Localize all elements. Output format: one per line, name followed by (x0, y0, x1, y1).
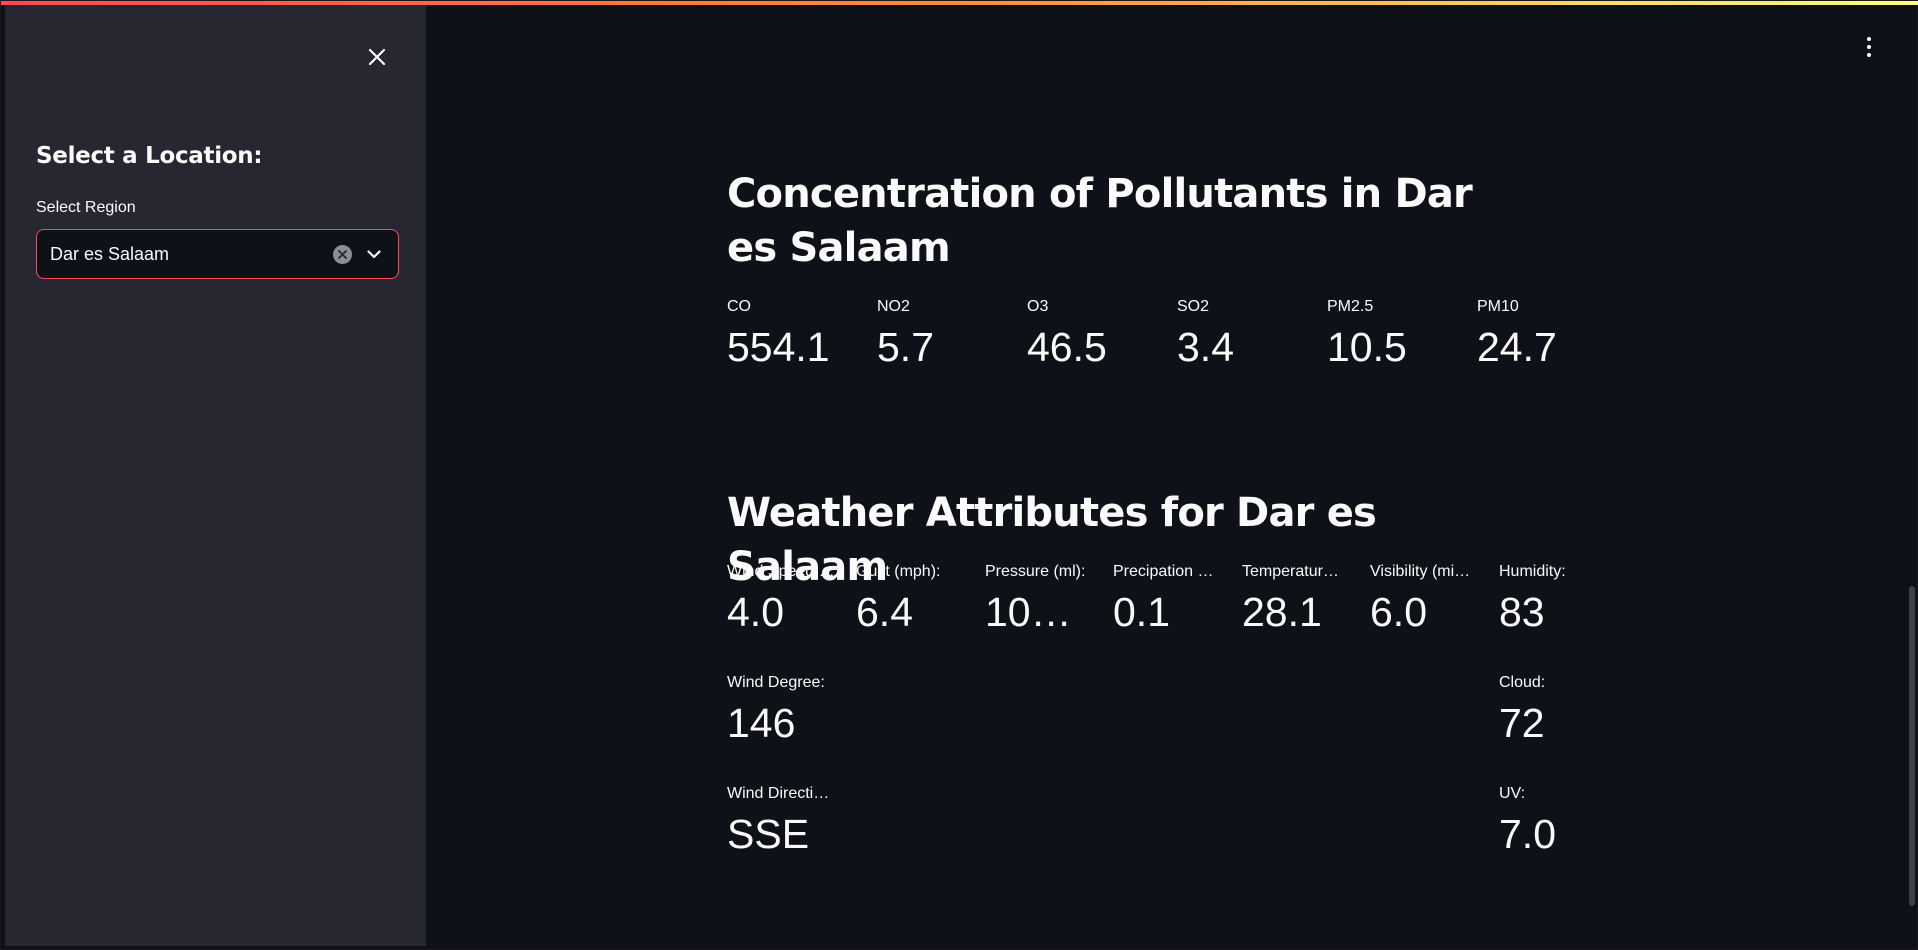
metric-wind-speed: Wind Speed … 4.0 (727, 563, 839, 635)
metric-temperature: Temperatur… 28.1 (1242, 563, 1354, 635)
metric-label: Pressure (ml): (985, 563, 1086, 580)
main-menu-button[interactable] (1859, 31, 1879, 63)
top-decoration-bar (1, 1, 1918, 5)
metric-value: 10… (985, 589, 1072, 635)
sidebar-heading: Select a Location: (36, 143, 263, 169)
metric-label: Wind Speed … (727, 563, 835, 580)
metric-label: Gust (mph): (856, 563, 941, 580)
metric-gust: Gust (mph): 6.4 (856, 563, 968, 635)
clear-selection-icon[interactable] (333, 244, 352, 264)
metric-label: UV: (1499, 785, 1526, 802)
metric-co: CO 554.1 (727, 298, 867, 370)
metric-value: 28.1 (1242, 589, 1322, 635)
metric-value: 72 (1499, 700, 1545, 746)
metric-wind-degree: Wind Degree: 146 (727, 674, 839, 746)
chevron-down-icon[interactable] (364, 244, 384, 264)
metric-humidity: Humidity: 83 (1499, 563, 1619, 635)
metric-pressure: Pressure (ml): 10… (985, 563, 1097, 635)
metric-wind-direction: Wind Directi… SSE (727, 785, 839, 857)
metric-label: Humidity: (1499, 563, 1566, 580)
close-sidebar-button[interactable] (359, 39, 395, 75)
metric-value: 4.0 (727, 589, 784, 635)
metric-value: 0.1 (1113, 589, 1170, 635)
metric-o3: O3 46.5 (1027, 298, 1167, 370)
metric-no2: NO2 5.7 (877, 298, 1017, 370)
metric-label: Temperatur… (1242, 563, 1339, 580)
metric-cloud: Cloud: 72 (1499, 674, 1619, 746)
weather-title: Weather Attributes for Dar es Salaam (727, 490, 1377, 590)
metric-so2: SO2 3.4 (1177, 298, 1317, 370)
metric-value: 10.5 (1327, 324, 1407, 370)
metric-label: O3 (1027, 298, 1049, 315)
metric-label: CO (727, 298, 751, 315)
metric-precipitation: Precipation … 0.1 (1113, 563, 1225, 635)
metric-value: 3.4 (1177, 324, 1234, 370)
metric-value: 5.7 (877, 324, 934, 370)
region-select[interactable]: Dar es Salaam (36, 229, 399, 279)
metric-value: 46.5 (1027, 324, 1107, 370)
menu-dot (1867, 53, 1871, 57)
close-icon (368, 48, 386, 66)
metric-value: 6.4 (856, 589, 913, 635)
metric-label: SO2 (1177, 298, 1210, 315)
menu-dot (1867, 45, 1871, 49)
metric-label: PM10 (1477, 298, 1519, 315)
metric-label: Precipation … (1113, 563, 1214, 580)
metric-value: 146 (727, 700, 796, 746)
select-region-label: Select Region (36, 199, 136, 216)
metric-label: Cloud: (1499, 674, 1546, 691)
sidebar: Select a Location: Select Region Dar es … (5, 5, 426, 946)
metric-value: 83 (1499, 589, 1545, 635)
metric-value: 554.1 (727, 324, 830, 370)
metric-visibility: Visibility (mi… 6.0 (1370, 563, 1482, 635)
metric-value: SSE (727, 811, 810, 857)
metric-value: 24.7 (1477, 324, 1557, 370)
metric-label: Visibility (mi… (1370, 563, 1471, 580)
metric-label: Wind Degree: (727, 674, 825, 691)
metric-uv: UV: 7.0 (1499, 785, 1619, 857)
scrollbar-thumb[interactable] (1909, 586, 1915, 906)
metric-pm10: PM10 24.7 (1477, 298, 1617, 370)
metric-value: 7.0 (1499, 811, 1556, 857)
metric-label: PM2.5 (1327, 298, 1374, 315)
metric-value: 6.0 (1370, 589, 1427, 635)
menu-dot (1867, 37, 1871, 41)
region-select-value: Dar es Salaam (50, 243, 170, 264)
metric-label: NO2 (877, 298, 910, 315)
metric-label: Wind Directi… (727, 785, 830, 802)
metric-pm25: PM2.5 10.5 (1327, 298, 1467, 370)
pollutants-title: Concentration of Pollutants in Dar es Sa… (727, 171, 1473, 271)
